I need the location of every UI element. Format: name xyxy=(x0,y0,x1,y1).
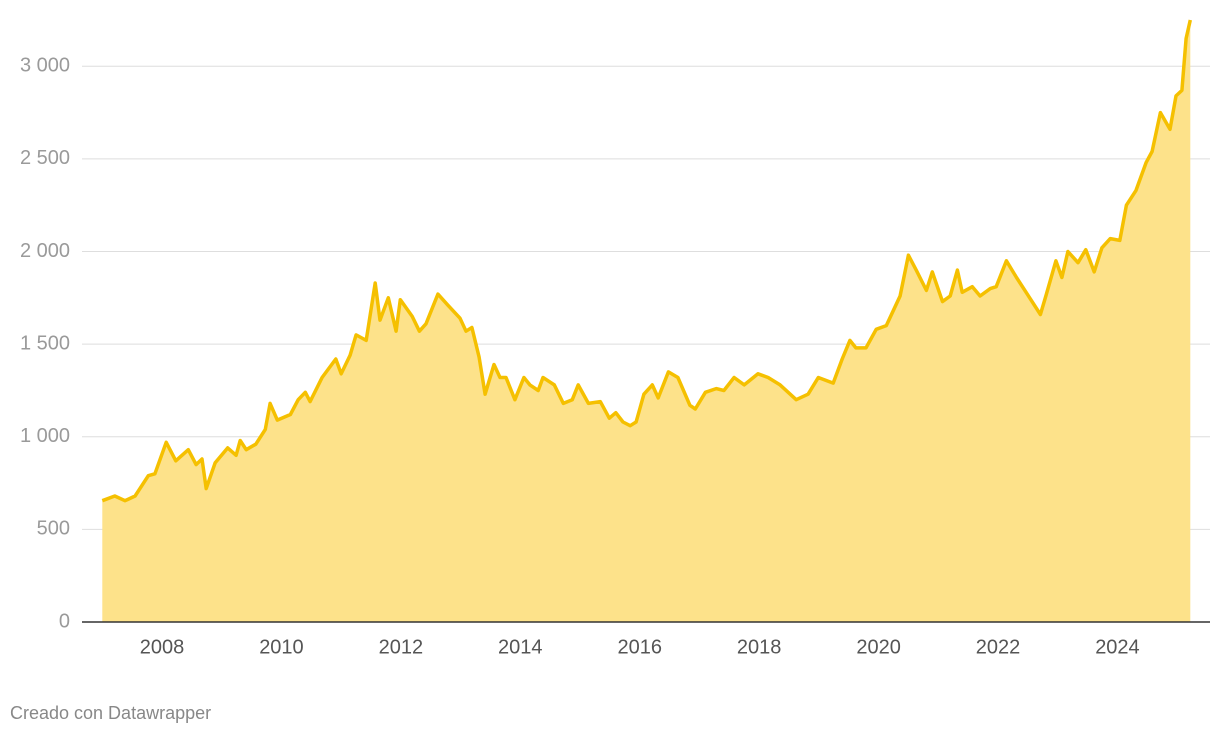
y-tick-label: 2 000 xyxy=(20,240,70,262)
x-tick-label: 2022 xyxy=(976,636,1021,658)
y-tick-label: 500 xyxy=(37,518,70,540)
line xyxy=(101,19,1193,503)
area xyxy=(102,20,1191,622)
x-tick-label: 2024 xyxy=(1095,636,1140,658)
y-tick-label: 1 500 xyxy=(20,332,70,354)
y-tick-label: 3 000 xyxy=(20,55,70,77)
x-tick-label: 2020 xyxy=(856,636,901,658)
x-tick-label: 2010 xyxy=(259,636,304,658)
x-tick-label: 2016 xyxy=(617,636,662,658)
footer: Creado con Datawrapper xyxy=(10,703,211,723)
y-tick-label: 1 000 xyxy=(20,425,70,447)
x-tick-label: 2012 xyxy=(379,636,424,658)
x-tick-label: 2018 xyxy=(737,636,782,658)
x-tick-label: 2014 xyxy=(498,636,543,658)
x-tick-label: 2008 xyxy=(140,636,185,658)
y-tick-label: 2 500 xyxy=(20,147,70,169)
y-tick-label: 0 xyxy=(59,610,70,632)
